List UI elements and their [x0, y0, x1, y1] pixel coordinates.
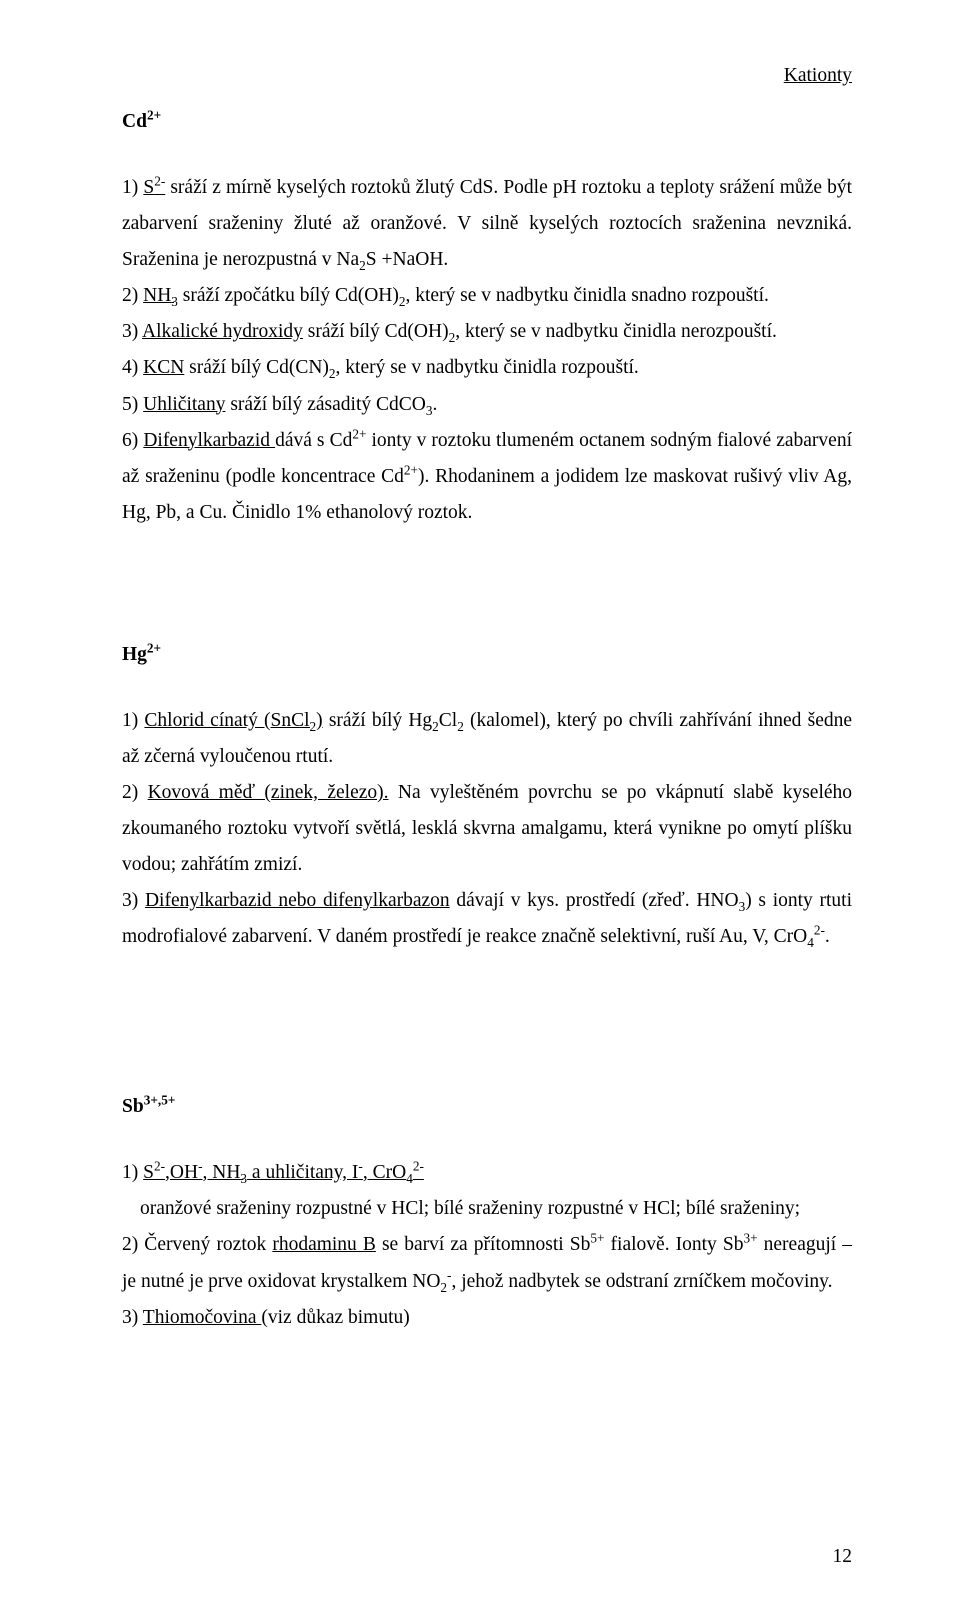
text: Chlorid cínatý (SnCl: [144, 710, 309, 731]
text: 1): [122, 1162, 143, 1183]
sub: 2: [432, 719, 439, 734]
text: sráží bílý zásaditý CdCO: [225, 394, 425, 415]
sub: 2: [457, 719, 464, 734]
heading-text: Sb: [122, 1096, 144, 1117]
text-underline: Alkalické hydroxidy: [142, 321, 303, 342]
text: 4): [122, 357, 143, 378]
text: , který se v nadbytku činidla rozpouští.: [336, 357, 639, 378]
cd-item-5: 5) Uhličitany sráží bílý zásaditý CdCO3.: [122, 387, 852, 423]
sup: 2-: [154, 174, 165, 189]
text: 2): [122, 285, 143, 306]
sup: 2-: [413, 1159, 424, 1174]
text-underline: Kovová měď (zinek, železo).: [148, 782, 389, 803]
text: oranžové sraženiny rozpustné v HCl; bílé…: [140, 1198, 800, 1219]
text: sráží bílý Cd(OH): [303, 321, 449, 342]
text: 3): [122, 1307, 143, 1328]
text-underline: rhodaminu B: [272, 1234, 376, 1255]
sub: 4: [807, 935, 814, 950]
text: , CrO: [363, 1162, 406, 1183]
text-underline: S2-: [143, 177, 165, 198]
hg-item-1: 1) Chlorid cínatý (SnCl2) sráží bílý Hg2…: [122, 703, 852, 775]
sup: 2-: [814, 923, 825, 938]
sub: 3: [171, 294, 178, 309]
text-underline: Difenylkarbazid: [143, 430, 275, 451]
sub: 4: [406, 1171, 413, 1186]
text: 3): [122, 890, 145, 911]
hg-item-3: 3) Difenylkarbazid nebo difenylkarbazon …: [122, 883, 852, 955]
text: S +NaOH.: [366, 249, 449, 270]
text: .: [432, 394, 437, 415]
sup: 2+: [352, 426, 366, 441]
text: .: [825, 926, 830, 947]
sup: 3+: [743, 1231, 757, 1246]
text: fialově. Ionty Sb: [604, 1234, 743, 1255]
sub: 2: [359, 258, 366, 273]
hg-item-2: 2) Kovová měď (zinek, železo). Na vylešt…: [122, 775, 852, 883]
sb-item-1: 1) S2-,OH-, NH3 a uhličitany, I-, CrO42-: [122, 1155, 852, 1191]
text-underline: KCN: [143, 357, 184, 378]
heading-sup: 2+: [147, 108, 161, 123]
cd-item-3: 3) Alkalické hydroxidy sráží bílý Cd(OH)…: [122, 314, 852, 350]
cd-item-6: 6) Difenylkarbazid dává s Cd2+ ionty v r…: [122, 423, 852, 531]
heading-text: Cd: [122, 111, 147, 132]
sb-item-2: 2) Červený roztok rhodaminu B se barví z…: [122, 1227, 852, 1299]
text: 1): [122, 710, 144, 731]
sub: 2: [329, 366, 336, 381]
text-underline: NH3: [143, 285, 178, 306]
text: 2) Červený roztok: [122, 1234, 272, 1255]
page-number: 12: [833, 1539, 853, 1575]
text-underline: Thiomočovina: [143, 1307, 262, 1328]
text: ,OH: [165, 1162, 198, 1183]
sb-item-3: 3) Thiomočovina (viz důkaz bimutu): [122, 1300, 852, 1336]
text: 3): [122, 321, 142, 342]
sup: 2-: [154, 1159, 165, 1174]
heading-sup: 3+,5+: [144, 1093, 176, 1108]
heading-text: Hg: [122, 644, 147, 665]
text: NH: [143, 285, 171, 306]
sb-item-1-line2: oranžové sraženiny rozpustné v HCl; bílé…: [122, 1191, 852, 1227]
text-underline: Uhličitany: [143, 394, 225, 415]
text: 6): [122, 430, 143, 451]
text: sráží zpočátku bílý Cd(OH): [178, 285, 399, 306]
text: dávají v kys. prostředí (zřeď. HNO: [450, 890, 739, 911]
text: S: [143, 1162, 154, 1183]
text: 1): [122, 177, 143, 198]
text-underline: Chlorid cínatý (SnCl2): [144, 710, 322, 731]
text: , NH: [203, 1162, 241, 1183]
text: (viz důkaz bimutu): [261, 1307, 409, 1328]
page: Kationty Cd2+ 1) S2- sráží z mírně kysel…: [0, 0, 960, 1609]
section-heading-cd: Cd2+: [122, 104, 852, 140]
text-underline: S2-,OH-, NH3 a uhličitany, I-, CrO42-: [143, 1162, 424, 1183]
cd-item-2: 2) NH3 sráží zpočátku bílý Cd(OH)2, kter…: [122, 278, 852, 314]
text: 5): [122, 394, 143, 415]
page-header-right: Kationty: [122, 58, 852, 94]
text: dává s Cd: [275, 430, 352, 451]
text: sráží bílý Cd(CN): [184, 357, 329, 378]
text: sráží z mírně kyselých roztoků žlutý CdS…: [122, 177, 852, 270]
text: , jehož nadbytek se odstraní zrníčkem mo…: [451, 1271, 832, 1292]
text: a uhličitany, I: [247, 1162, 358, 1183]
section-heading-hg: Hg2+: [122, 637, 852, 673]
sup: 2+: [404, 462, 418, 477]
heading-sup: 2+: [147, 640, 161, 655]
text: , který se v nadbytku činidla nerozpoušt…: [455, 321, 777, 342]
section-heading-sb: Sb3+,5+: [122, 1089, 852, 1125]
text: S: [143, 177, 154, 198]
sup: 5+: [590, 1231, 604, 1246]
text: 2): [122, 782, 148, 803]
text: se barví za přítomnosti Sb: [376, 1234, 590, 1255]
cd-item-1: 1) S2- sráží z mírně kyselých roztoků žl…: [122, 170, 852, 278]
text: Cl: [439, 710, 457, 731]
text: , který se v nadbytku činidla snadno roz…: [405, 285, 768, 306]
text-underline: Difenylkarbazid nebo difenylkarbazon: [145, 890, 450, 911]
text: sráží bílý Hg: [323, 710, 433, 731]
cd-item-4: 4) KCN sráží bílý Cd(CN)2, který se v na…: [122, 350, 852, 386]
